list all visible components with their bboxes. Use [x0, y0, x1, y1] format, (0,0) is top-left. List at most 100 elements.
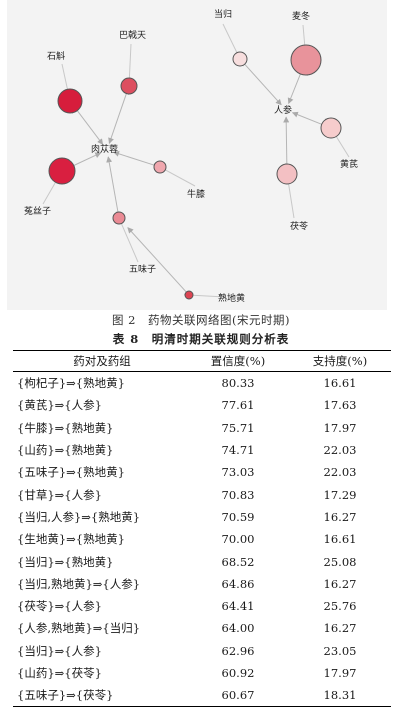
- pair-cell: {牛膝}⇒{熟地黄}: [17, 420, 114, 435]
- pair-cell: {山药}⇒{茯苓}: [17, 666, 102, 680]
- pair-cell: {山药}⇒{熟地黄}: [17, 443, 114, 458]
- network-node-bajitian: [120, 77, 138, 95]
- network-edge: [127, 227, 187, 293]
- confidence-cell: 64.86: [221, 576, 255, 591]
- pair-cell: {生地黄}⇒{熟地黄}: [17, 532, 125, 547]
- header-support: 支持度(%): [289, 350, 391, 372]
- node-label-wuweizi: 五味子: [129, 263, 156, 275]
- node-label-danggui: 当归: [214, 8, 232, 20]
- network-edge: [73, 152, 102, 166]
- network-edge: [106, 156, 119, 213]
- confidence-cell: 73.03: [221, 465, 255, 480]
- confidence-cell: 64.41: [221, 599, 255, 614]
- support-cell: 16.27: [323, 621, 357, 636]
- table-row: {茯苓}⇒{人参} 64.41 25.76: [13, 595, 391, 617]
- node-label-roucongrong: 肉苁蓉: [91, 143, 118, 155]
- pair-cell: {五味子}⇒{茯苓}: [13, 684, 187, 708]
- network-edge: [113, 150, 155, 166]
- support-cell: 16.61: [323, 376, 357, 391]
- table-row: {牛膝}⇒{熟地黄} 75.71 17.97: [13, 417, 391, 439]
- support-cell: 25.08: [323, 554, 357, 569]
- table-row: {人参,熟地黄}⇒{当归} 64.00 16.27: [13, 617, 391, 639]
- pair-cell: {黄芪}⇒{人参}: [17, 398, 102, 413]
- table-row: {甘草}⇒{人参} 70.83 17.29: [13, 483, 391, 505]
- network-node-niuxi: [153, 160, 167, 174]
- support-cell: 17.97: [323, 420, 357, 435]
- pair-cell: {人参,熟地黄}⇒{当归}: [17, 621, 141, 636]
- pair-cell: {甘草}⇒{人参}: [17, 487, 102, 502]
- confidence-cell: 60.92: [221, 666, 255, 680]
- network-edge: [287, 73, 301, 105]
- support-cell: 25.76: [323, 599, 357, 614]
- pair-cell: {枸杞子}⇒{熟地黄}: [17, 376, 125, 391]
- network-node-huangqi: [320, 117, 342, 139]
- node-label-shihu: 石斛: [47, 50, 65, 62]
- node-label-tusizi: 菟丝子: [24, 205, 51, 217]
- pair-cell: {当归}⇒{人参}: [17, 643, 102, 658]
- support-cell: 16.27: [323, 509, 357, 524]
- support-cell: 17.63: [323, 398, 357, 413]
- pair-cell: {五味子}⇒{熟地黄}: [17, 465, 125, 480]
- table-body: {枸杞子}⇒{熟地黄} 80.33 16.61 {黄芪}⇒{人参} 77.61 17.63…: [13, 372, 391, 708]
- network-node-tusizi: [48, 157, 76, 185]
- network-edge: [283, 116, 290, 165]
- support-cell: 17.97: [323, 666, 357, 680]
- support-cell: 23.05: [323, 643, 357, 658]
- support-cell: 16.61: [323, 532, 357, 547]
- node-label-shudihuang: 熟地黄: [218, 292, 245, 304]
- support-cell: 22.03: [323, 465, 357, 480]
- confidence-cell: 70.59: [221, 509, 255, 524]
- pair-cell: {当归,熟地黄}⇒{人参}: [17, 576, 141, 591]
- table-row: {五味子}⇒{茯苓} 60.67 18.31: [13, 684, 391, 708]
- node-label-maidong: 麦冬: [292, 10, 310, 22]
- table-header-row: 药对及药组 置信度(%) 支持度(%): [13, 350, 391, 372]
- support-cell: 18.31: [289, 684, 391, 708]
- table-row: {山药}⇒{熟地黄} 74.71 22.03: [13, 439, 391, 461]
- network-node-fuling: [276, 163, 298, 185]
- table-row: {当归}⇒{人参} 62.96 23.05: [13, 640, 391, 662]
- network-edge: [291, 111, 322, 125]
- header-drug-pair: 药对及药组: [13, 350, 187, 372]
- network-node-shihu: [57, 88, 83, 114]
- confidence-cell: 70.00: [221, 532, 255, 547]
- node-label-huangqi: 黄芪: [340, 158, 358, 170]
- node-label-niuxi: 牛膝: [187, 188, 205, 200]
- confidence-cell: 64.00: [221, 621, 255, 636]
- confidence-cell: 60.67: [187, 684, 289, 708]
- table-row: {枸杞子}⇒{熟地黄} 80.33 16.61: [13, 372, 391, 395]
- confidence-cell: 70.83: [221, 487, 255, 502]
- network-node-danggui: [232, 51, 248, 67]
- pair-cell: {当归}⇒{熟地黄}: [17, 554, 114, 569]
- table-row: {山药}⇒{茯苓} 60.92 17.97: [13, 662, 391, 684]
- figure-caption: 图 2 药物关联网络图(宋元时期): [112, 313, 290, 327]
- node-label-renshen: 人参: [274, 104, 292, 116]
- table-row: {当归,人参}⇒{熟地黄} 70.59 16.27: [13, 506, 391, 528]
- network-node-wuweizi: [112, 211, 126, 225]
- network-edge: [76, 110, 104, 145]
- support-cell: 22.03: [323, 443, 357, 458]
- confidence-cell: 77.61: [221, 398, 255, 413]
- support-cell: 16.27: [323, 576, 357, 591]
- table-caption: 表 8 明清时期关联规则分析表: [112, 332, 290, 346]
- network-edge: [108, 93, 127, 144]
- confidence-cell: 75.71: [221, 420, 255, 435]
- network-figure: 当归 麦冬 人参 黄芪 茯苓 石斛 巴戟天 肉苁蓉 菟丝子 牛膝 五味子 熟地黄: [7, 0, 387, 310]
- header-confidence: 置信度(%): [187, 350, 289, 372]
- confidence-cell: 80.33: [221, 376, 255, 391]
- table-row: {生地黄}⇒{熟地黄} 70.00 16.61: [13, 528, 391, 550]
- table-row: {黄芪}⇒{人参} 77.61 17.63: [13, 394, 391, 416]
- table-row: {五味子}⇒{熟地黄} 73.03 22.03: [13, 461, 391, 483]
- table-row: {当归,熟地黄}⇒{人参} 64.86 16.27: [13, 573, 391, 595]
- support-cell: 17.29: [323, 487, 357, 502]
- confidence-cell: 68.52: [221, 554, 255, 569]
- table-row: {当归}⇒{熟地黄} 68.52 25.08: [13, 550, 391, 572]
- network-node-maidong: [290, 44, 322, 76]
- network-node-shudihuang: [184, 290, 194, 300]
- confidence-cell: 74.71: [221, 443, 255, 458]
- pair-cell: {茯苓}⇒{人参}: [17, 599, 102, 614]
- pair-cell: {当归,人参}⇒{熟地黄}: [17, 509, 141, 524]
- node-label-fuling: 茯苓: [290, 220, 308, 232]
- confidence-cell: 62.96: [221, 643, 255, 658]
